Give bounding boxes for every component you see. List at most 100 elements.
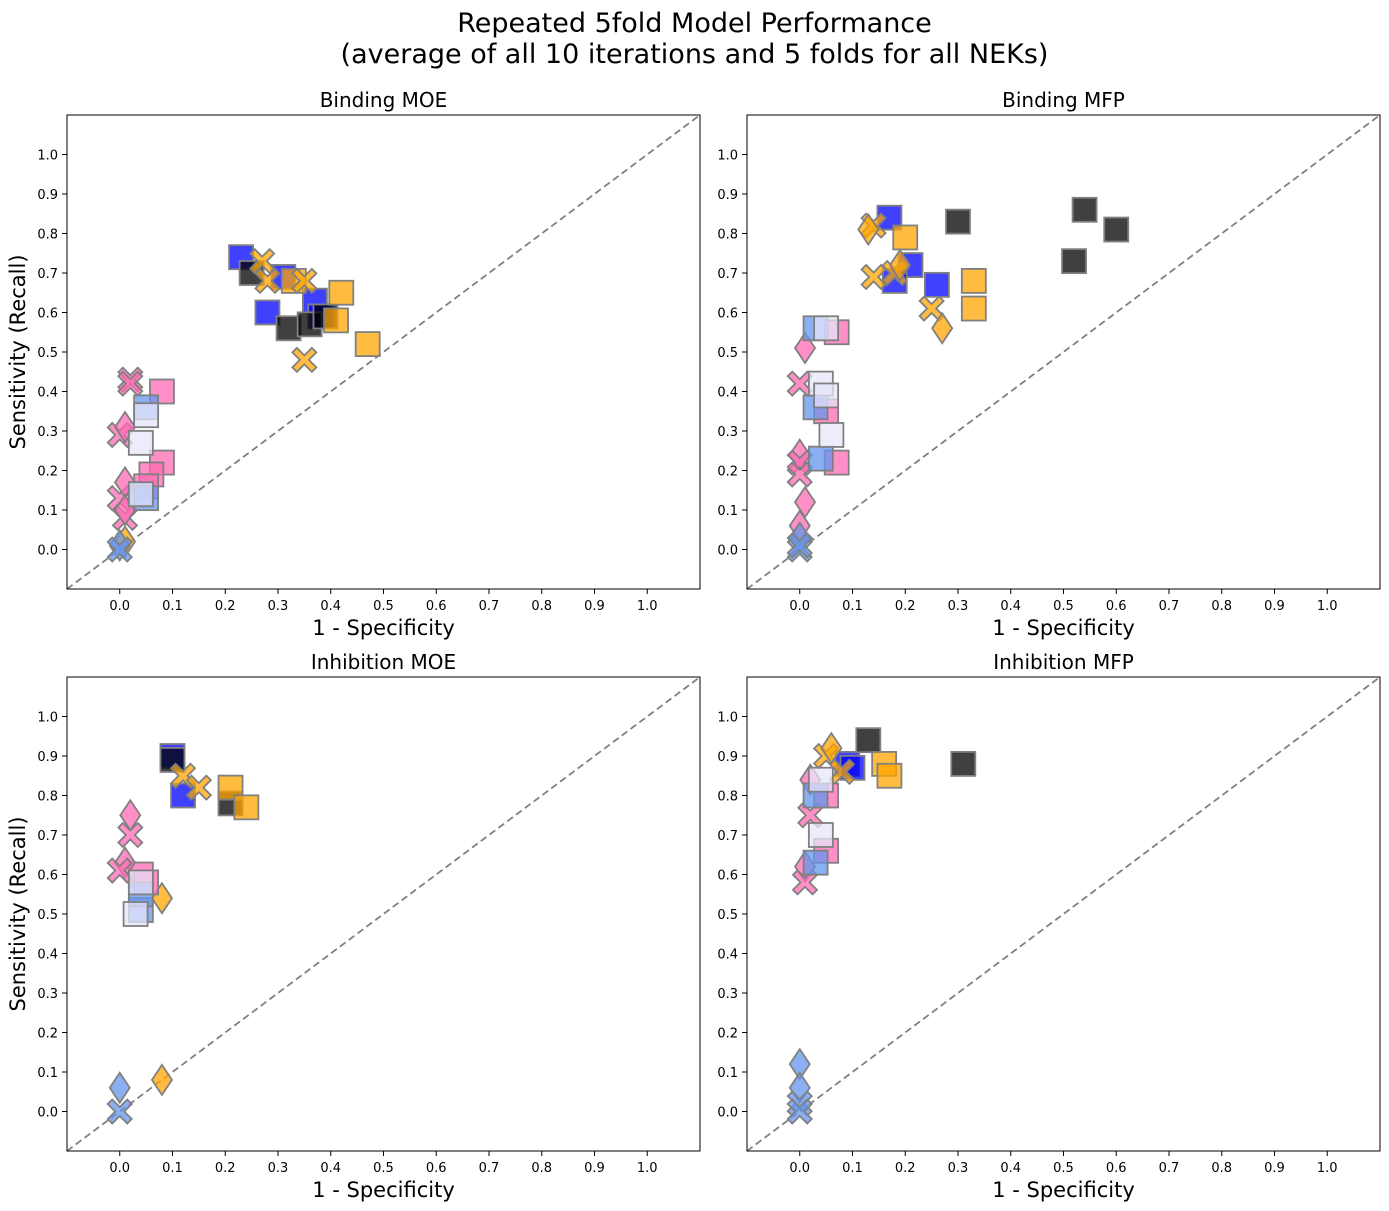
y-tick-label: 1.0 xyxy=(37,149,58,164)
x-axis-label: 1 - Specificity xyxy=(312,1178,455,1202)
subplot-inhibition-moe: Inhibition MOE 0.0 0.1 0.2 0.3 0.4 0.5 0.6 0.7 0.… xyxy=(6,650,701,1202)
x-tick-label: 0.5 xyxy=(373,599,394,614)
x-tick-label: 0.7 xyxy=(479,599,500,614)
panel-title: Inhibition MFP xyxy=(993,650,1134,674)
y-tick-label: 0.2 xyxy=(37,1027,58,1042)
x-tick-label: 0.3 xyxy=(268,599,289,614)
point-square xyxy=(807,822,834,848)
point-square xyxy=(127,869,154,896)
y-tick-label: 0.6 xyxy=(717,869,738,884)
y-tick-label: 0.7 xyxy=(717,267,738,282)
point-x xyxy=(828,758,856,786)
y-tick-label: 0.9 xyxy=(717,750,738,765)
y-tick-label: 0.4 xyxy=(37,386,58,401)
y-tick-label: 0.0 xyxy=(717,1106,738,1121)
x-tick-label: 1.0 xyxy=(637,1161,658,1176)
x-axis-label: 1 - Specificity xyxy=(992,1178,1135,1202)
point-square xyxy=(960,295,987,322)
point-square xyxy=(807,445,834,472)
point-diamond xyxy=(820,731,843,765)
x-axis-label: 1 - Specificity xyxy=(992,616,1135,640)
x-axis-label: 1 - Specificity xyxy=(312,616,455,640)
x-tick-label: 0.8 xyxy=(531,1161,552,1176)
point-x xyxy=(786,1098,814,1125)
x-tick-label: 0.0 xyxy=(789,1161,810,1176)
subplot-grid: Binding MOE 0.0 0.1 0.2 0.3 0.4 0.5 0.6 0.7 0.8 0.… xyxy=(6,88,1381,1202)
point-x xyxy=(185,774,213,801)
y-axis-label: Sensitivity (Recall) xyxy=(6,254,30,449)
panel-title: Inhibition MOE xyxy=(311,650,456,674)
point-square xyxy=(323,307,349,334)
marker-layer xyxy=(106,244,381,563)
point-x xyxy=(117,821,144,849)
x-tick-label: 1.0 xyxy=(637,599,658,614)
point-square xyxy=(127,481,154,508)
y-tick-label: 0.1 xyxy=(37,1066,58,1081)
y-tick-label: 0.1 xyxy=(717,504,738,519)
subplot-binding-mfp: Binding MFP 0.0 0.1 0.2 0.3 0.4 0.5 0.6 0.7 0.8 0.… xyxy=(717,88,1381,640)
x-tick-label: 0.5 xyxy=(1053,599,1074,614)
x-tick-label: 0.8 xyxy=(1211,1161,1232,1176)
y-tick-label: 0.7 xyxy=(37,267,58,282)
x-tick-label: 0.9 xyxy=(584,599,605,614)
y-tick-label: 0.8 xyxy=(37,790,58,805)
y-tick-label: 0.7 xyxy=(717,829,738,844)
point-x xyxy=(786,532,814,559)
subplot-binding-moe: Binding MOE 0.0 0.1 0.2 0.3 0.4 0.5 0.6 0.7 0.8 0.… xyxy=(6,88,701,640)
point-x xyxy=(254,267,281,295)
point-diamond xyxy=(931,311,954,345)
point-diamond xyxy=(108,1071,131,1105)
point-square xyxy=(813,382,840,409)
point-square xyxy=(233,794,260,821)
y-tick-label: 0.0 xyxy=(717,544,738,559)
y-tick-label: 0.8 xyxy=(717,228,738,243)
marker-layer xyxy=(786,196,1130,563)
x-tick-label: 0.4 xyxy=(320,599,341,614)
marker-layer xyxy=(106,743,260,1125)
y-tick-label: 0.5 xyxy=(37,346,58,361)
x-tick-label: 0.0 xyxy=(109,599,130,614)
x-tick-label: 0.4 xyxy=(320,1161,341,1176)
x-tick-label: 0.7 xyxy=(1159,599,1180,614)
x-tick-label: 0.6 xyxy=(1106,599,1127,614)
y-tick-label: 0.1 xyxy=(37,504,58,519)
figure-title-line-2: (average of all 10 iterations and 5 fold… xyxy=(341,39,1049,70)
x-tick-label: 0.7 xyxy=(1159,1161,1180,1176)
x-tick-label: 0.3 xyxy=(948,599,969,614)
point-x xyxy=(106,857,134,884)
x-tick-label: 0.7 xyxy=(479,1161,500,1176)
point-square xyxy=(328,279,355,306)
y-tick-label: 0.4 xyxy=(37,948,58,963)
point-square xyxy=(818,422,845,448)
point-diamond xyxy=(857,212,880,247)
point-square xyxy=(813,315,840,342)
x-tick-label: 0.2 xyxy=(895,599,916,614)
point-square xyxy=(802,849,829,876)
point-square xyxy=(254,299,281,326)
y-tick-label: 0.3 xyxy=(717,425,738,440)
y-tick-label: 0.5 xyxy=(717,346,738,361)
y-tick-label: 1.0 xyxy=(37,711,58,726)
x-tick-label: 0.1 xyxy=(162,599,183,614)
x-tick-label: 0.1 xyxy=(162,1161,183,1176)
x-tick-label: 0.3 xyxy=(268,1161,289,1176)
x-tick-label: 0.8 xyxy=(1211,599,1232,614)
point-square xyxy=(950,751,977,777)
y-tick-label: 0.2 xyxy=(717,465,738,480)
y-tick-label: 0.8 xyxy=(717,790,738,805)
x-tick-label: 0.0 xyxy=(109,1161,130,1176)
y-tick-label: 0.3 xyxy=(37,987,58,1002)
x-tick-label: 0.9 xyxy=(1264,1161,1285,1176)
y-tick-label: 0.0 xyxy=(37,544,58,559)
point-square xyxy=(1061,248,1087,275)
y-tick-label: 0.9 xyxy=(717,188,738,203)
x-tick-label: 0.5 xyxy=(1053,1161,1074,1176)
x-tick-label: 0.3 xyxy=(948,1161,969,1176)
x-tick-label: 0.8 xyxy=(531,599,552,614)
y-tick-label: 0.4 xyxy=(717,386,738,401)
point-square xyxy=(807,766,834,793)
x-tick-label: 0.6 xyxy=(1106,1161,1127,1176)
point-x xyxy=(106,536,134,563)
y-tick-label: 0.0 xyxy=(37,1106,58,1121)
